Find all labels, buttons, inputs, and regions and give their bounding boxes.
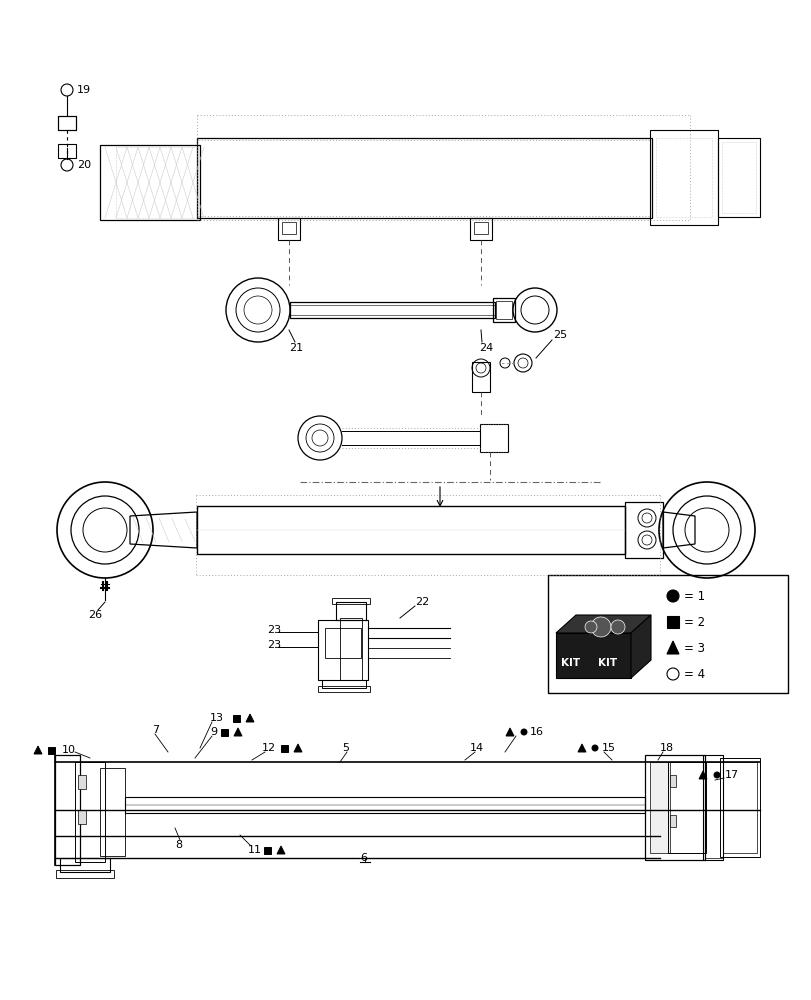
Polygon shape	[556, 615, 650, 633]
Bar	[340, 618, 362, 680]
Text: 10: 10	[62, 745, 76, 755]
Polygon shape	[556, 633, 630, 678]
Text: 8: 8	[175, 840, 182, 850]
Polygon shape	[234, 728, 242, 736]
Bar	[100, 145, 200, 220]
Bar	[669, 815, 676, 827]
Text: 12: 12	[262, 743, 276, 753]
Bar	[649, 762, 669, 853]
Text: 14: 14	[470, 743, 483, 753]
Bar	[197, 138, 651, 218]
Bar	[318, 620, 367, 680]
Bar	[667, 762, 705, 853]
Text: 23: 23	[267, 640, 281, 650]
Bar	[492, 298, 514, 322]
Text: = 1: = 1	[683, 589, 704, 602]
Polygon shape	[277, 846, 285, 854]
Bar	[717, 138, 759, 217]
Bar	[479, 424, 508, 452]
Text: 7: 7	[152, 725, 159, 735]
Circle shape	[584, 621, 596, 633]
Bar	[474, 222, 487, 234]
Polygon shape	[666, 641, 678, 654]
Bar	[547, 575, 787, 693]
Bar	[624, 502, 663, 558]
Bar	[58, 116, 76, 130]
Text: 26: 26	[88, 610, 102, 620]
Bar	[78, 810, 86, 824]
Bar	[75, 762, 105, 862]
Text: 21: 21	[289, 343, 303, 353]
Bar	[336, 602, 366, 620]
Text: 17: 17	[724, 770, 738, 780]
Bar	[666, 616, 678, 628]
Bar	[702, 755, 722, 860]
Bar	[322, 680, 366, 688]
Text: KIT: KIT	[560, 658, 579, 668]
Bar	[60, 858, 109, 872]
Text: 22: 22	[414, 597, 429, 607]
Bar	[55, 755, 80, 865]
Polygon shape	[294, 744, 302, 752]
Bar	[496, 301, 512, 319]
Bar	[100, 768, 125, 856]
Text: = 4: = 4	[683, 668, 704, 680]
Circle shape	[521, 729, 526, 735]
Text: 16: 16	[530, 727, 543, 737]
Text: 15: 15	[601, 743, 616, 753]
Bar	[277, 218, 299, 240]
Bar	[116, 147, 198, 218]
Circle shape	[590, 617, 610, 637]
Text: = 3: = 3	[683, 642, 704, 654]
Text: 25: 25	[552, 330, 566, 340]
Bar	[470, 218, 491, 240]
Text: 6: 6	[359, 853, 367, 863]
Bar	[58, 144, 76, 158]
Bar	[197, 506, 624, 554]
Text: 24: 24	[478, 343, 492, 353]
Text: = 2: = 2	[683, 615, 704, 629]
Circle shape	[610, 620, 624, 634]
Polygon shape	[577, 744, 586, 752]
Circle shape	[713, 772, 719, 778]
Bar	[264, 846, 271, 854]
Bar	[332, 598, 370, 604]
Text: 19: 19	[77, 85, 91, 95]
Bar	[58, 116, 76, 130]
Circle shape	[591, 745, 597, 751]
Circle shape	[666, 590, 678, 602]
Bar	[290, 302, 495, 318]
Bar	[49, 746, 55, 754]
Bar	[644, 755, 704, 860]
Polygon shape	[34, 746, 42, 754]
Bar	[722, 762, 756, 853]
Bar	[281, 222, 296, 234]
Bar	[721, 142, 755, 213]
Bar	[649, 130, 717, 225]
Bar	[719, 758, 759, 857]
Polygon shape	[246, 714, 254, 722]
Text: 11: 11	[247, 845, 262, 855]
Bar	[324, 628, 361, 658]
Text: 23: 23	[267, 625, 281, 635]
Bar	[56, 870, 114, 878]
Text: 9: 9	[210, 727, 217, 737]
Text: 13: 13	[210, 713, 224, 723]
Bar	[281, 744, 288, 752]
Bar	[234, 714, 240, 722]
Polygon shape	[630, 615, 650, 678]
Bar	[471, 362, 489, 392]
Bar	[78, 775, 86, 789]
Text: 18: 18	[659, 743, 673, 753]
Text: 5: 5	[341, 743, 349, 753]
Bar	[125, 797, 644, 813]
Polygon shape	[505, 728, 513, 736]
Bar	[655, 138, 711, 217]
Polygon shape	[698, 771, 706, 779]
Bar	[221, 728, 228, 736]
Bar	[669, 775, 676, 787]
Bar	[318, 686, 370, 692]
Text: 20: 20	[77, 160, 91, 170]
Text: KIT: KIT	[597, 658, 616, 668]
